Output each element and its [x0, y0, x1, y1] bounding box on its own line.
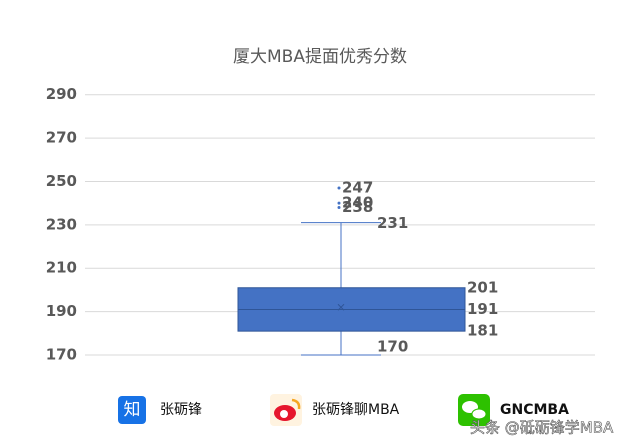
watermark: 头条 @砥砺锋学MBA [470, 419, 614, 437]
data-label: 240 [342, 194, 373, 212]
chart-title: 厦大MBA提面优秀分数 [233, 47, 407, 67]
footer-text: GNCMBA [500, 402, 569, 418]
data-label: 238 [342, 198, 373, 216]
data-label: 191 [467, 300, 498, 318]
data-label: 181 [467, 322, 498, 340]
outlier [337, 186, 341, 190]
data-label: 170 [377, 338, 408, 356]
mean-marker [337, 303, 345, 311]
zhihu-icon-text: 知 [124, 400, 141, 420]
wechat-bubble [471, 408, 487, 420]
data-label: 247 [342, 178, 373, 196]
weibo-icon-arc [291, 398, 301, 410]
data-label: 231 [377, 214, 408, 232]
y-tick-label: 210 [46, 259, 77, 277]
data-label: 201 [467, 278, 498, 296]
weibo-icon-eye [280, 410, 288, 418]
y-tick-label: 250 [46, 172, 77, 190]
y-tick-label: 190 [46, 302, 77, 320]
y-tick-label: 290 [46, 85, 77, 103]
footer-text: 张砺锋 [160, 402, 202, 418]
outlier [337, 205, 341, 209]
footer-text: 张砺锋聊MBA [312, 402, 400, 418]
y-tick-label: 270 [46, 129, 77, 147]
zhihu-icon [118, 396, 146, 424]
outlier [337, 201, 341, 205]
y-tick-label: 230 [46, 215, 77, 233]
y-tick-label: 170 [46, 346, 77, 364]
